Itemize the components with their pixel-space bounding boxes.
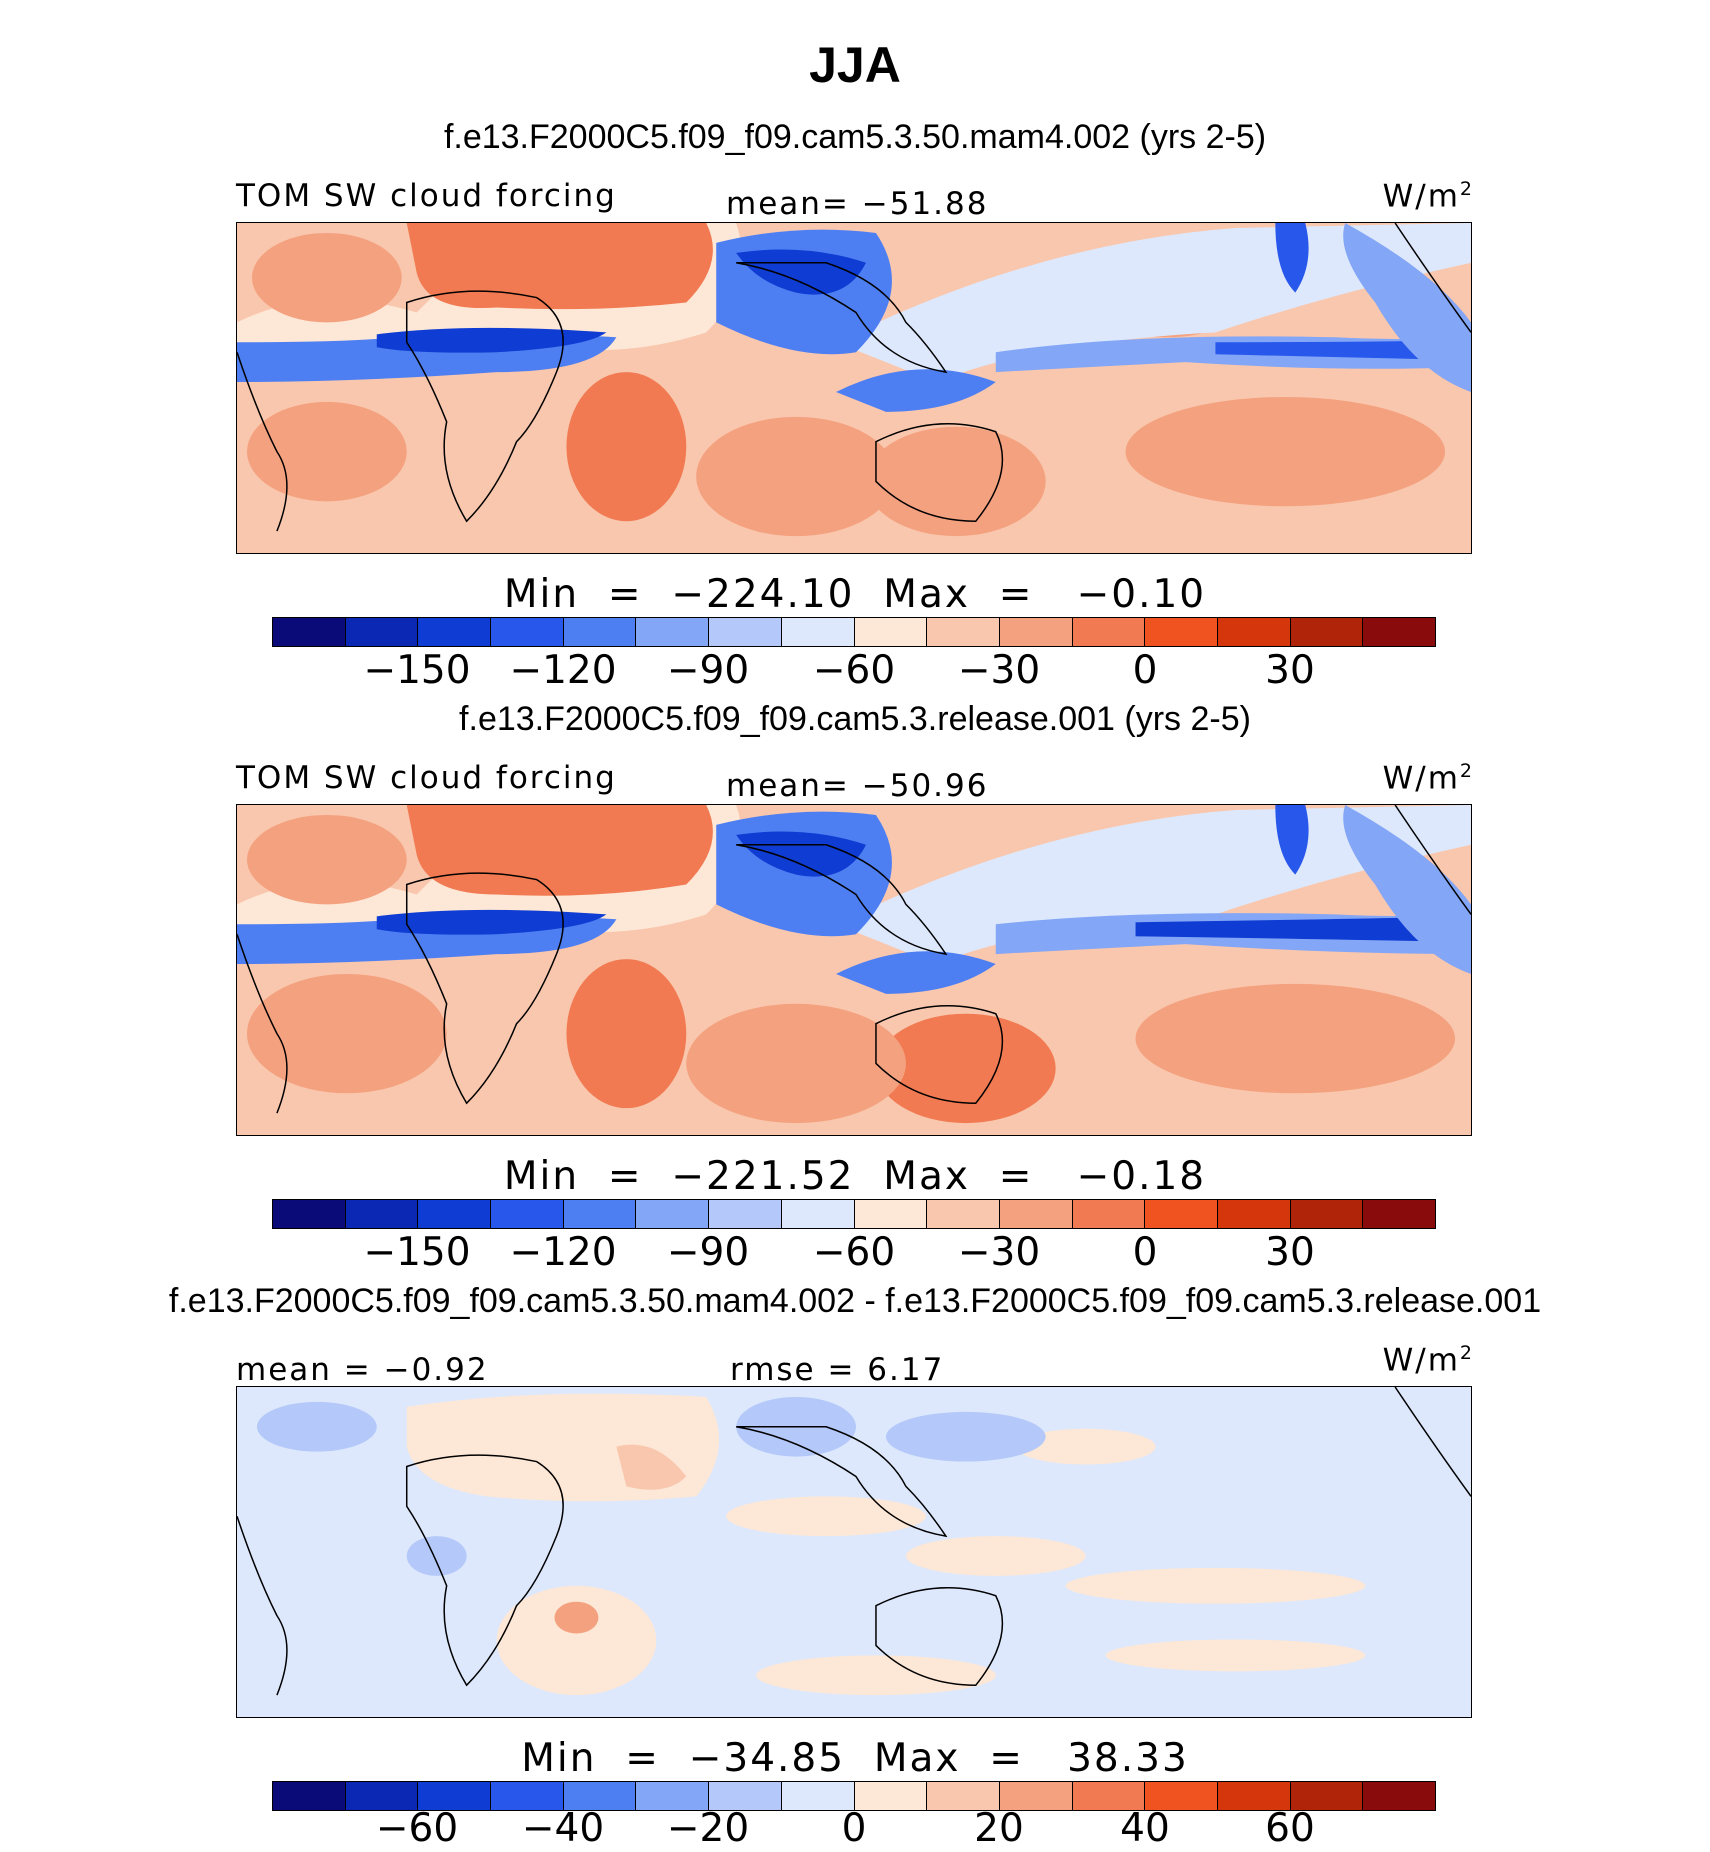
colorbar-swatch — [1290, 1782, 1364, 1810]
panel-1-mean-label: mean= −51.88 — [726, 186, 989, 222]
colorbar-swatch — [1145, 1200, 1218, 1228]
colorbar-swatch — [1363, 618, 1435, 646]
colorbar-swatch — [854, 618, 928, 646]
panel-1-tick: −90 — [666, 648, 750, 693]
colorbar-swatch — [1363, 1782, 1435, 1810]
colorbar-swatch — [636, 1782, 710, 1810]
panel-1-tick: 0 — [1132, 648, 1158, 693]
colorbar-swatch — [273, 1200, 346, 1228]
panel-3-mean-label: mean = −0.92 — [236, 1352, 489, 1388]
panel-1-tick: −60 — [812, 648, 896, 693]
colorbar-swatch — [927, 1200, 1000, 1228]
panel-1-colorbar — [272, 617, 1436, 647]
panel-1-tick: 30 — [1265, 648, 1315, 693]
panel-3-tick: −60 — [375, 1806, 459, 1851]
panel-3-case-title: f.e13.F2000C5.f09_f09.cam5.3.50.mam4.002… — [168, 1282, 1542, 1320]
colorbar-swatch — [491, 1782, 564, 1810]
colorbar-swatch — [345, 618, 419, 646]
panel-1-tick: −30 — [957, 648, 1041, 693]
figure-title: JJA — [809, 37, 901, 93]
colorbar-swatch — [1217, 618, 1291, 646]
colorbar-swatch — [927, 1782, 1000, 1810]
colorbar-swatch — [491, 1200, 564, 1228]
panel-2-map — [236, 804, 1472, 1136]
colorbar-swatch — [491, 618, 564, 646]
panel-2-variable-label: TOM SW cloud forcing — [236, 760, 617, 796]
colorbar-swatch — [418, 1782, 492, 1810]
colorbar-swatch — [1290, 618, 1364, 646]
colorbar-swatch — [1217, 1200, 1291, 1228]
panel-1-map — [236, 222, 1472, 554]
colorbar-swatch — [345, 1782, 419, 1810]
colorbar-swatch — [636, 1200, 710, 1228]
panel-1-units: W/m2 — [1382, 178, 1474, 215]
colorbar-swatch — [418, 618, 492, 646]
colorbar-swatch — [1072, 1200, 1146, 1228]
panel-3-tick: 20 — [974, 1806, 1024, 1851]
panel-3-minmax: Min = −34.85 Max = 38.33 — [521, 1736, 1189, 1781]
panel-2-tick: −120 — [509, 1230, 617, 1275]
panel-3-tick: 0 — [841, 1806, 867, 1851]
panel-1-tick: −120 — [509, 648, 617, 693]
colorbar-swatch — [999, 1200, 1073, 1228]
colorbar-swatch — [636, 618, 710, 646]
colorbar-swatch — [781, 618, 855, 646]
colorbar-swatch — [1072, 1782, 1146, 1810]
panel-2-units: W/m2 — [1382, 760, 1474, 797]
colorbar-swatch — [927, 618, 1000, 646]
colorbar-swatch — [854, 1782, 928, 1810]
colorbar-swatch — [781, 1782, 855, 1810]
colorbar-swatch — [1290, 1200, 1364, 1228]
colorbar-swatch — [1363, 1200, 1435, 1228]
panel-2-tick: −150 — [363, 1230, 471, 1275]
colorbar-swatch — [563, 1782, 637, 1810]
panel-3-map — [236, 1386, 1472, 1718]
panel-2-tick: 0 — [1132, 1230, 1158, 1275]
panel-2-tick: −60 — [812, 1230, 896, 1275]
colorbar-swatch — [709, 1782, 782, 1810]
panel-2-mean-label: mean= −50.96 — [726, 768, 989, 804]
colorbar-swatch — [999, 618, 1073, 646]
panel-1-field — [237, 223, 1471, 553]
colorbar-swatch — [273, 1782, 346, 1810]
panel-3-units: W/m2 — [1382, 1342, 1474, 1379]
panel-2-field — [237, 805, 1471, 1135]
panel-1-variable-label: TOM SW cloud forcing — [236, 178, 617, 214]
panel-3-colorbar — [272, 1781, 1436, 1811]
colorbar-swatch — [709, 1200, 782, 1228]
colorbar-swatch — [999, 1782, 1073, 1810]
colorbar-swatch — [854, 1200, 928, 1228]
colorbar-swatch — [418, 1200, 492, 1228]
panel-2-case-title: f.e13.F2000C5.f09_f09.cam5.3.release.001… — [459, 700, 1251, 738]
panel-1-case-title: f.e13.F2000C5.f09_f09.cam5.3.50.mam4.002… — [443, 118, 1267, 156]
colorbar-swatch — [1145, 1782, 1218, 1810]
colorbar-swatch — [345, 1200, 419, 1228]
colorbar-swatch — [1072, 618, 1146, 646]
panel-1-minmax: Min = −224.10 Max = −0.10 — [503, 572, 1207, 617]
panel-3-rmse-label: rmse = 6.17 — [730, 1352, 945, 1388]
colorbar-swatch — [563, 618, 637, 646]
colorbar-swatch — [563, 1200, 637, 1228]
panel-2-colorbar — [272, 1199, 1436, 1229]
colorbar-swatch — [1217, 1782, 1291, 1810]
panel-2-tick: 30 — [1265, 1230, 1315, 1275]
colorbar-swatch — [781, 1200, 855, 1228]
panel-3-tick: −40 — [521, 1806, 605, 1851]
colorbar-swatch — [273, 618, 346, 646]
panel-3-tick: 60 — [1265, 1806, 1315, 1851]
panel-2-minmax: Min = −221.52 Max = −0.18 — [503, 1154, 1207, 1199]
panel-3-tick: 40 — [1120, 1806, 1170, 1851]
colorbar-swatch — [709, 618, 782, 646]
panel-2-tick: −30 — [957, 1230, 1041, 1275]
colorbar-swatch — [1145, 618, 1218, 646]
panel-2-tick: −90 — [666, 1230, 750, 1275]
panel-3-tick: −20 — [666, 1806, 750, 1851]
panel-3-field — [237, 1387, 1471, 1717]
panel-1-tick: −150 — [363, 648, 471, 693]
